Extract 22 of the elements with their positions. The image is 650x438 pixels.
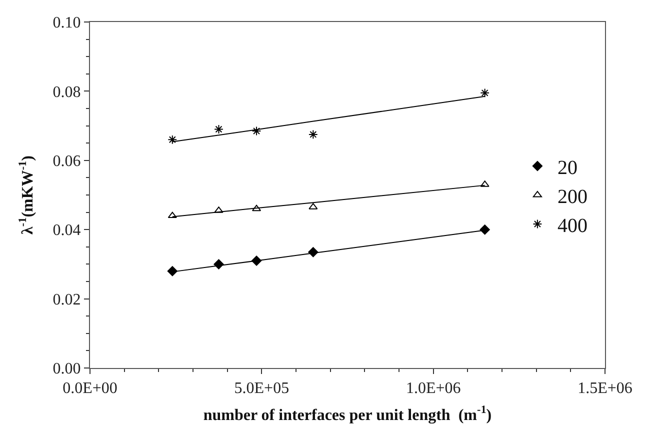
x-tick-label: 1.0E+06 (406, 380, 461, 398)
y-tick-label: 0.08 (52, 84, 81, 101)
legend-label: 400 (557, 214, 588, 237)
x-tick-label: 0.0E+00 (62, 380, 118, 398)
point (252, 204, 262, 212)
point (252, 126, 262, 136)
y-tick-label: 0.02 (52, 291, 81, 308)
y-tick-label: 0.00 (52, 360, 81, 378)
point (214, 124, 224, 134)
y-tick-label: 0.06 (52, 153, 81, 170)
y-tick-label: 0.10 (52, 14, 81, 32)
legend-label: 20 (557, 156, 578, 179)
x-tick-label: 5.0E+05 (234, 380, 290, 398)
point (251, 256, 262, 266)
point (167, 266, 178, 276)
y-tick-label: 0.04 (52, 222, 81, 240)
point (480, 224, 490, 235)
legend-label: 200 (557, 186, 588, 208)
x-axis-title: number of interfaces per unit length (m$^{-1}$) (203, 404, 492, 424)
point (168, 212, 177, 218)
point (308, 130, 318, 140)
x-tick-label: 1.5E+06 (578, 380, 632, 398)
